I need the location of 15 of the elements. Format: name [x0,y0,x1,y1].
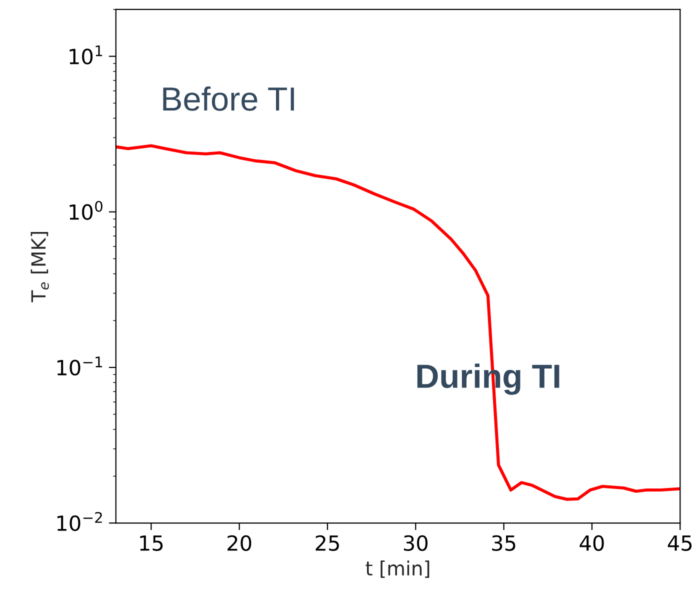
y-tick-label: 10$^{−2}$ [57,512,102,532]
x-tick-label: 40 [580,535,604,551]
x-axis-title: t [min] [366,560,430,578]
y-axis-title: T$_{e}$ [MK] [30,232,49,302]
x-tick-label: 25 [316,535,339,551]
x-tick-label: 15 [140,535,163,551]
x-tick-label: 20 [228,535,252,551]
x-tick-label: 35 [492,535,516,551]
x-tick-label: 45 [668,535,692,551]
y-tick-label: 10$^{0}$ [70,200,102,220]
annotation: Before TI [163,86,294,111]
y-tick-label: 10$^{1}$ [70,45,102,64]
line-series [116,144,680,501]
x-tick-label: 30 [404,535,428,551]
y-tick-label: 10$^{−1}$ [57,356,102,376]
